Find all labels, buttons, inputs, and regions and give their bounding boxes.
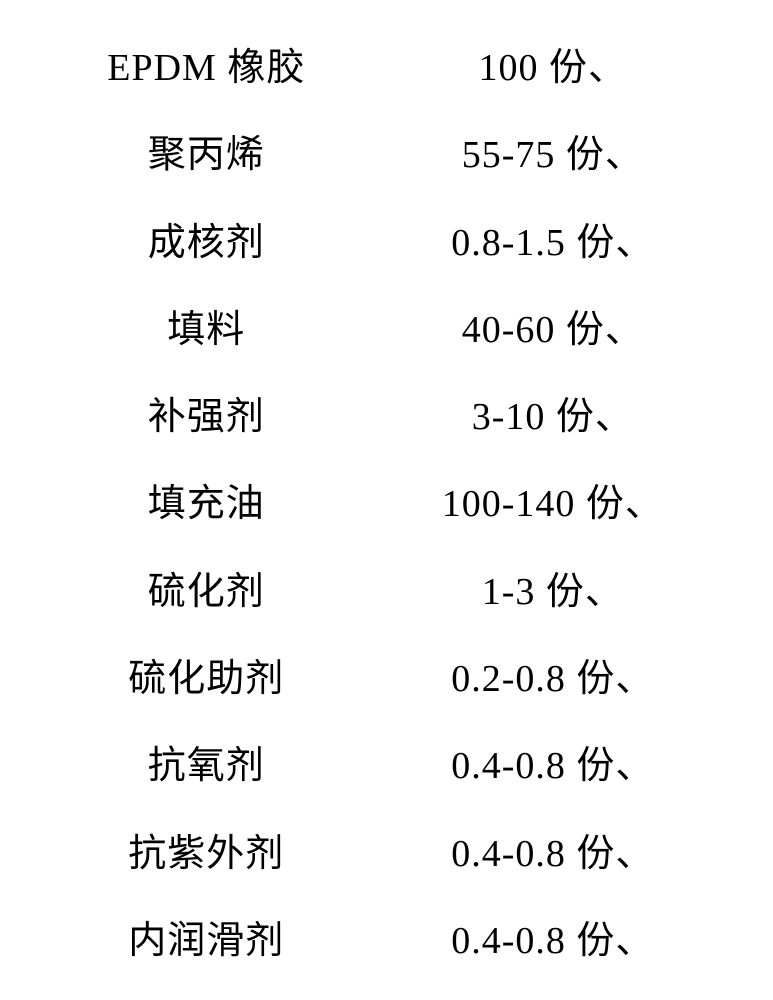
ingredient-label: 抗氧剂 [40, 734, 373, 789]
table-row: 内润滑剂 0.4-0.8 份、 [40, 895, 733, 977]
ingredient-label: 聚丙烯 [40, 123, 373, 178]
ingredient-label: 补强剂 [40, 385, 373, 440]
ingredient-value: 0.4-0.8 份、 [373, 734, 733, 789]
table-row: 聚丙烯 55-75 份、 [40, 110, 733, 192]
table-row: 硫化助剂 0.2-0.8 份、 [40, 633, 733, 715]
ingredient-label: 成核剂 [40, 211, 373, 266]
ingredient-label: 硫化剂 [40, 560, 373, 615]
ingredient-value: 100 份、 [373, 36, 733, 91]
ingredient-value: 40-60 份、 [373, 298, 733, 353]
ingredient-label: EPDM 橡胶 [40, 36, 373, 91]
ingredient-value: 0.4-0.8 份、 [373, 822, 733, 877]
ingredient-value: 100-140 份、 [373, 472, 733, 527]
table-row: EPDM 橡胶 100 份、 [40, 23, 733, 105]
ingredient-value: 1-3 份、 [373, 560, 733, 615]
ingredient-value: 0.2-0.8 份、 [373, 647, 733, 702]
table-row: 抗紫外剂 0.4-0.8 份、 [40, 808, 733, 890]
ingredient-value: 0.8-1.5 份、 [373, 211, 733, 266]
table-row: 成核剂 0.8-1.5 份、 [40, 197, 733, 279]
ingredient-label: 填料 [40, 298, 373, 353]
table-row: 填料 40-60 份、 [40, 284, 733, 366]
composition-table: EPDM 橡胶 100 份、 聚丙烯 55-75 份、 成核剂 0.8-1.5 … [40, 20, 733, 980]
table-row: 抗氧剂 0.4-0.8 份、 [40, 721, 733, 803]
table-row: 补强剂 3-10 份、 [40, 372, 733, 454]
ingredient-label: 抗紫外剂 [40, 822, 373, 877]
ingredient-label: 内润滑剂 [40, 909, 373, 964]
ingredient-value: 0.4-0.8 份、 [373, 909, 733, 964]
ingredient-label: 硫化助剂 [40, 647, 373, 702]
table-row: 填充油 100-140 份、 [40, 459, 733, 541]
ingredient-value: 55-75 份、 [373, 123, 733, 178]
ingredient-value: 3-10 份、 [373, 385, 733, 440]
ingredient-label: 填充油 [40, 472, 373, 527]
table-row: 硫化剂 1-3 份、 [40, 546, 733, 628]
